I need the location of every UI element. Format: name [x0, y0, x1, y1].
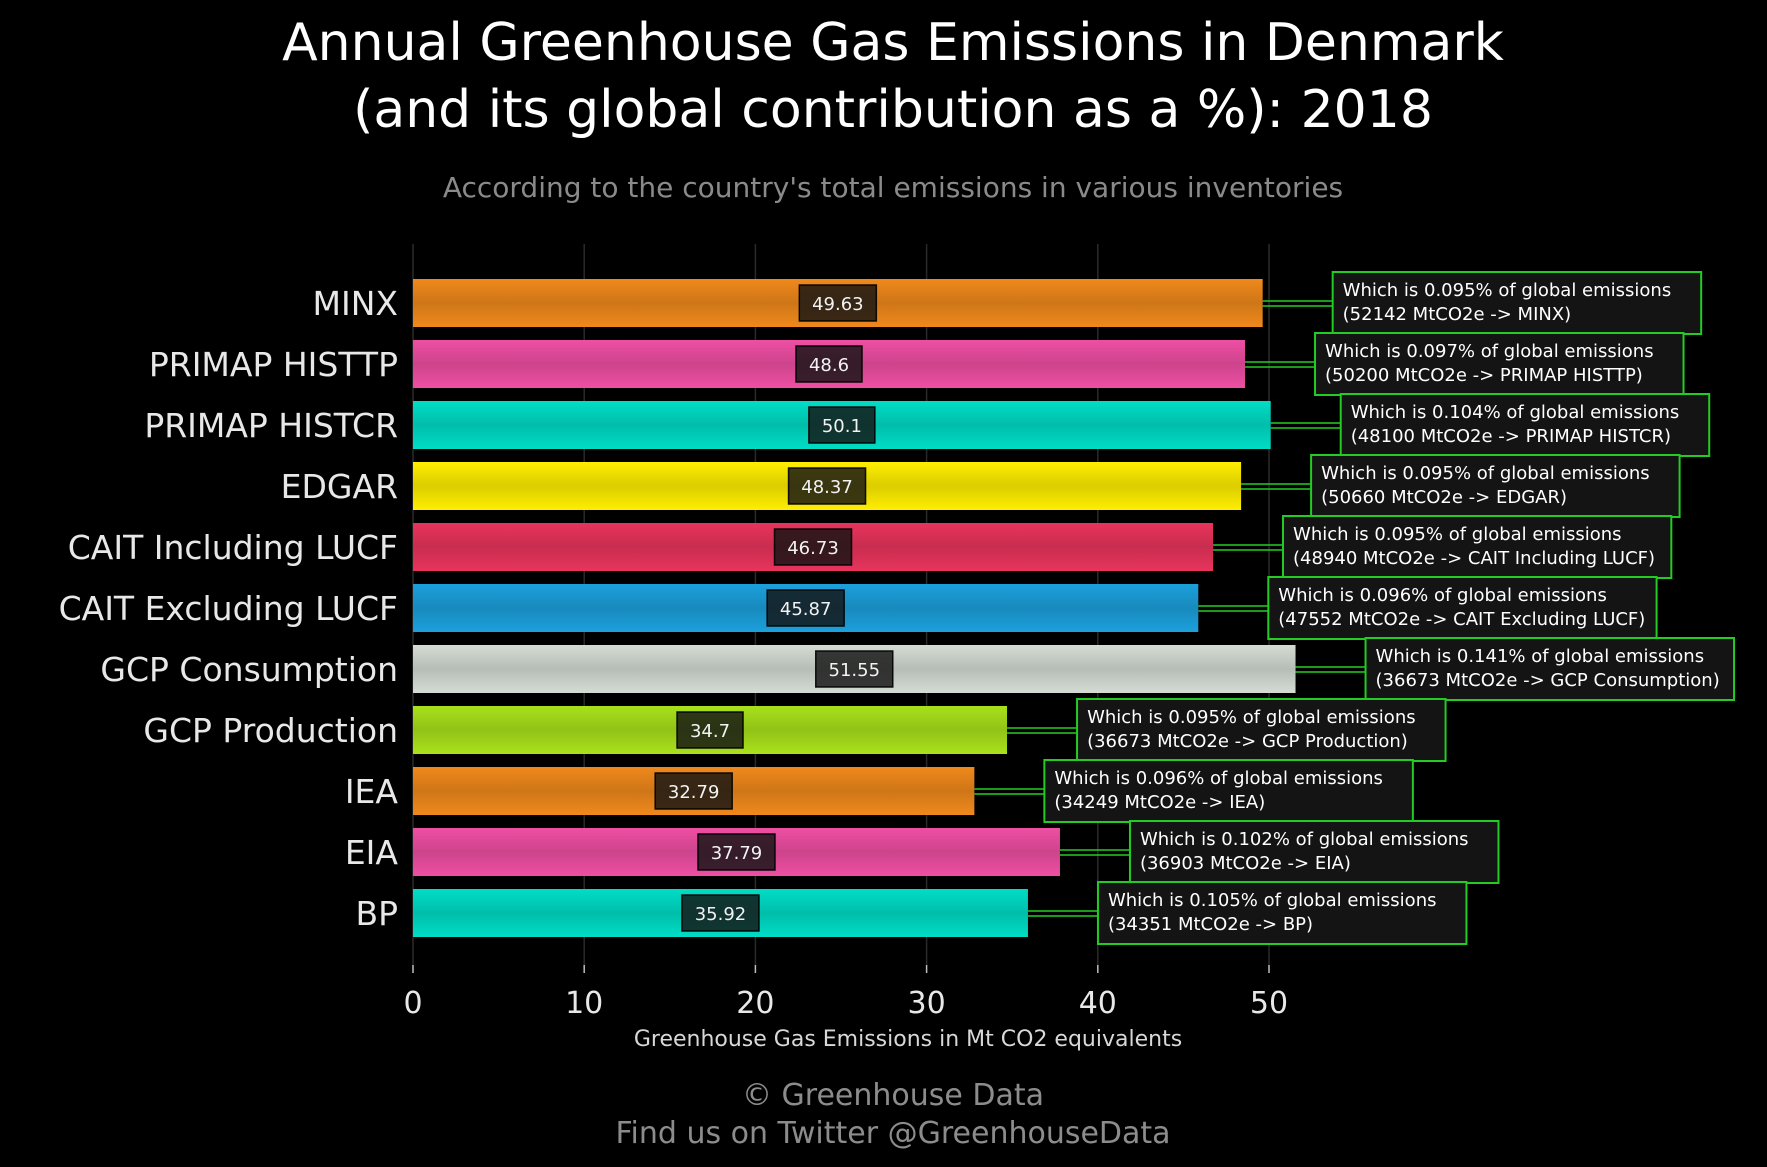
x-axis-title: Greenhouse Gas Emissions in Mt CO2 equiv…: [634, 1027, 1182, 1052]
value-label-box: [681, 894, 760, 932]
annotation-box: [1096, 881, 1468, 945]
chart-title-line-1: Annual Greenhouse Gas Emissions in Denma…: [282, 13, 1504, 73]
value-label-box: [697, 833, 776, 871]
value-label: 32.79: [668, 782, 720, 803]
annotation-line-2: (34249 MtCO2e -> IEA): [1054, 792, 1265, 813]
value-label: 49.63: [812, 294, 864, 315]
annotation-line-1: Which is 0.096% of global emissions: [1278, 585, 1607, 606]
annotation-line-2: (50660 MtCO2e -> EDGAR): [1321, 487, 1567, 508]
category-label: GCP Consumption: [100, 650, 398, 689]
annotation-line-1: Which is 0.141% of global emissions: [1376, 646, 1705, 667]
annotation-line-2: (36673 MtCO2e -> GCP Production): [1087, 731, 1408, 752]
x-tick-label: 0: [403, 986, 422, 1021]
annotation-line-1: Which is 0.102% of global emissions: [1140, 829, 1469, 850]
annotation-line-2: (36673 MtCO2e -> GCP Consumption): [1376, 670, 1720, 691]
x-tick-label: 20: [736, 986, 774, 1021]
category-label: GCP Production: [143, 711, 398, 750]
footer-copyright: © Greenhouse Data: [742, 1078, 1044, 1113]
annotation-line-1: Which is 0.097% of global emissions: [1325, 341, 1654, 362]
annotation-box: [1310, 454, 1681, 518]
annotation-box: [1128, 820, 1500, 884]
value-label: 34.7: [690, 721, 730, 742]
value-label: 50.1: [822, 416, 862, 437]
value-label-box: [654, 772, 733, 810]
value-label: 48.6: [809, 355, 849, 376]
annotation-line-1: Which is 0.095% of global emissions: [1293, 524, 1622, 545]
annotation-box: [1331, 271, 1703, 335]
category-label: PRIMAP HISTCR: [144, 406, 398, 445]
annotation-box: [1364, 637, 1736, 701]
value-label-box: [676, 711, 744, 749]
annotation-line-1: Which is 0.095% of global emissions: [1087, 707, 1416, 728]
annotation-line-2: (48940 MtCO2e -> CAIT Including LUCF): [1293, 548, 1655, 569]
annotations: Which is 0.095% of global emissions (5214…: [1043, 271, 1736, 945]
annotation-line-2: (47552 MtCO2e -> CAIT Excluding LUCF): [1278, 609, 1645, 630]
connectors: [974, 300, 1366, 917]
category-label: PRIMAP HISTTP: [149, 345, 398, 384]
category-labels: MINX PRIMAP HISTTP PRIMAP HISTCR EDGAR CAIT …: [59, 284, 399, 933]
value-label: 46.73: [787, 538, 839, 559]
x-axis-ticks: 0 10 20 30 40 50: [403, 965, 1288, 1021]
category-label: EDGAR: [281, 467, 398, 506]
annotation-line-2: (36903 MtCO2e -> EIA): [1140, 853, 1351, 874]
category-label: BP: [355, 894, 398, 933]
annotation-box: [1314, 332, 1685, 396]
category-label: CAIT Excluding LUCF: [59, 589, 398, 628]
x-tick-label: 40: [1079, 986, 1117, 1021]
annotation-line-1: Which is 0.095% of global emissions: [1321, 463, 1650, 484]
chart-title-line-2: (and its global contribution as a %): 20…: [353, 80, 1433, 140]
annotation-line-1: Which is 0.104% of global emissions: [1351, 402, 1680, 423]
value-label: 51.55: [829, 660, 881, 681]
value-label-box: [808, 406, 876, 444]
category-label: CAIT Including LUCF: [68, 528, 398, 567]
value-label: 45.87: [780, 599, 832, 620]
annotation-line-1: Which is 0.095% of global emissions: [1343, 280, 1672, 301]
footer-twitter: Find us on Twitter @GreenhouseData: [615, 1116, 1170, 1151]
value-label: 37.79: [711, 843, 763, 864]
x-tick-label: 50: [1250, 986, 1288, 1021]
value-label: 35.92: [695, 904, 747, 925]
value-label-box: [787, 467, 867, 505]
x-tick-label: 30: [908, 986, 946, 1021]
value-label-box: [773, 528, 853, 566]
value-label-box: [798, 284, 878, 322]
annotation-line-2: (52142 MtCO2e -> MINX): [1343, 304, 1572, 325]
x-tick-label: 10: [565, 986, 603, 1021]
category-label: IEA: [345, 772, 399, 811]
chart-subtitle: According to the country's total emissio…: [443, 171, 1343, 204]
value-label: 48.37: [801, 477, 853, 498]
value-label-box: [795, 345, 863, 383]
value-label-box: [815, 650, 894, 688]
category-label: MINX: [313, 284, 399, 323]
value-label-box: [766, 589, 845, 627]
value-labels: 49.63 48.6 50.1 48.37 46.73 45.87 51.55 34.7 32.…: [654, 284, 894, 932]
annotation-line-1: Which is 0.096% of global emissions: [1054, 768, 1383, 789]
annotation-box: [1043, 759, 1414, 823]
annotation-line-2: (48100 MtCO2e -> PRIMAP HISTCR): [1351, 426, 1671, 447]
annotation-line-1: Which is 0.105% of global emissions: [1108, 890, 1437, 911]
annotation-box: [1282, 515, 1673, 579]
category-label: EIA: [345, 833, 399, 872]
annotation-line-2: (50200 MtCO2e -> PRIMAP HISTTP): [1325, 365, 1643, 386]
annotation-line-2: (34351 MtCO2e -> BP): [1108, 914, 1313, 935]
